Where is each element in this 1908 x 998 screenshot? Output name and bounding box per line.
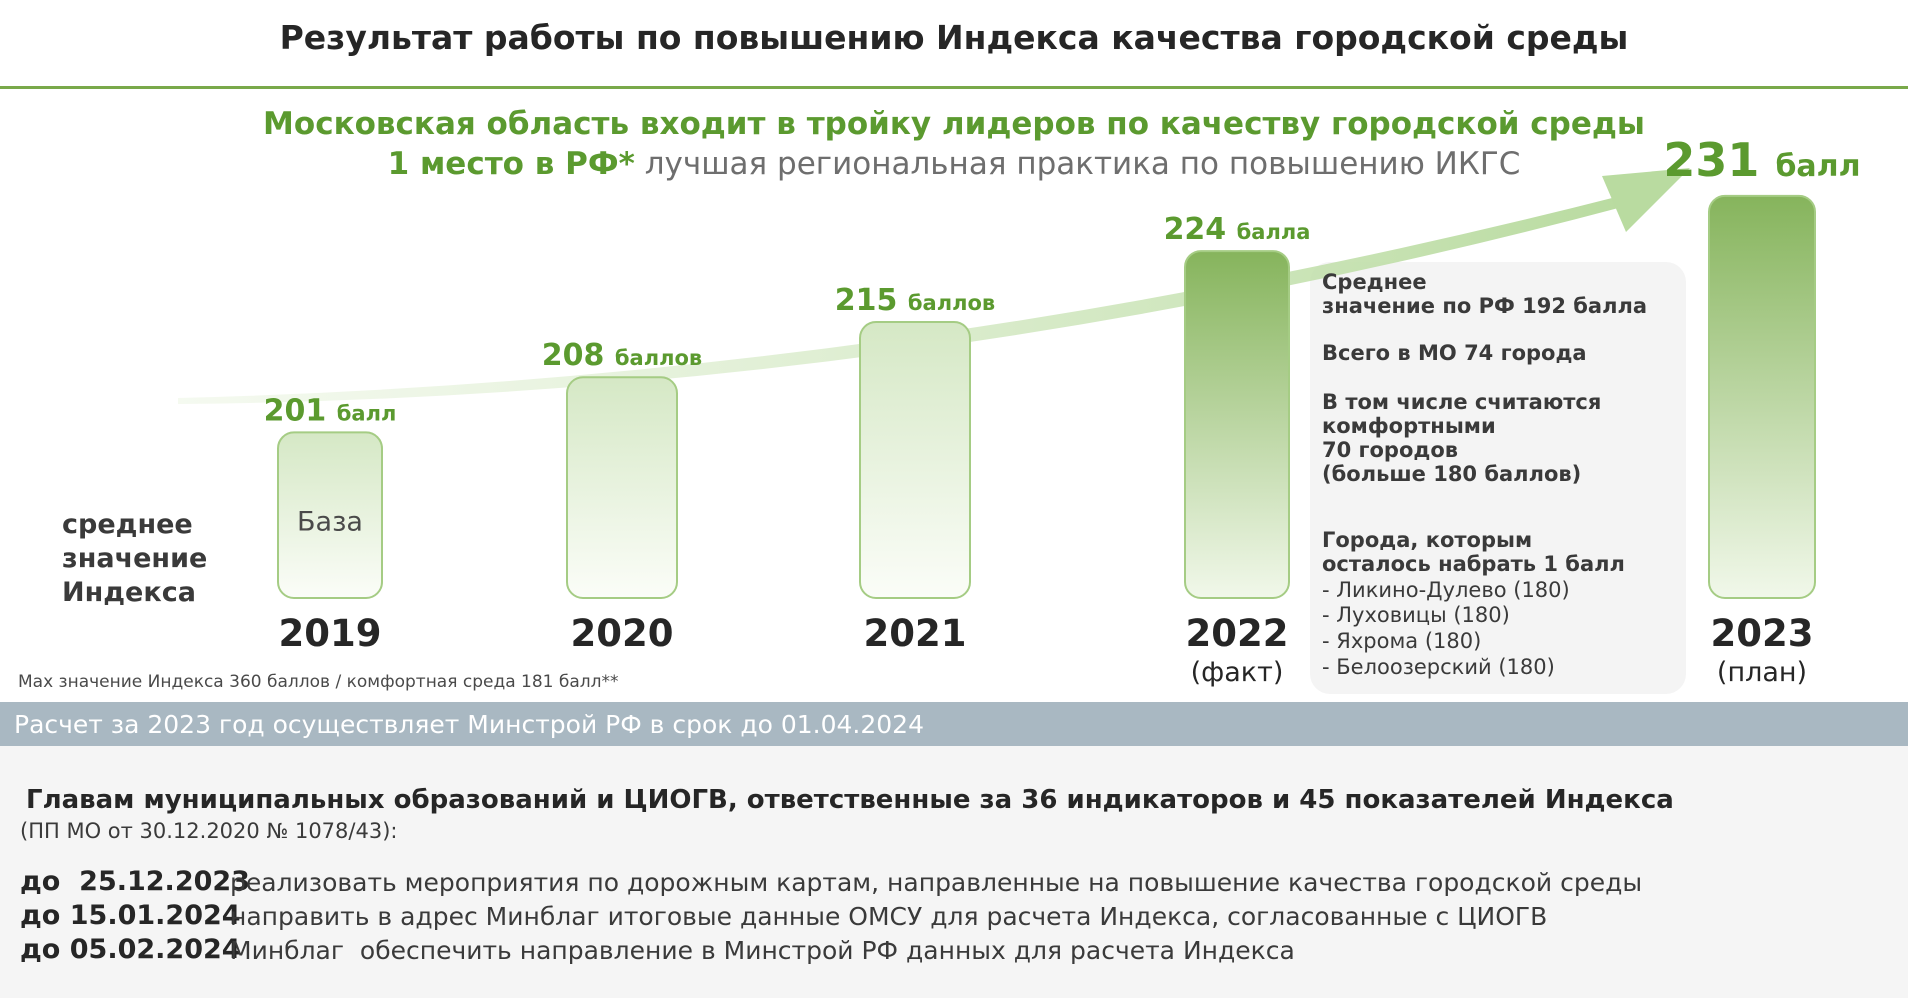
info-total-cities: Всего в МО 74 города	[1322, 341, 1587, 365]
x-tick-note: (факт)	[1191, 657, 1284, 688]
x-tick-label: 2021	[864, 612, 967, 655]
task-description: реализовать мероприятия по дорожным карт…	[230, 868, 1643, 897]
bar-inner-label: База	[297, 506, 363, 537]
bar-value-label: 201 балл	[264, 393, 397, 428]
tasks-section	[0, 746, 1908, 998]
bar-value-label: 208 баллов	[542, 338, 702, 373]
info-city-item: - Белоозерский (180)	[1322, 655, 1555, 679]
deadline-banner-text: Расчет за 2023 год осуществляет Минстрой…	[14, 710, 924, 739]
info-remaining-heading: Города, которым осталось набрать 1 балл	[1322, 528, 1625, 576]
average-index-label-line: среднее	[62, 509, 193, 540]
tasks-heading: Главам муниципальных образований и ЦИОГВ…	[26, 785, 1674, 815]
x-tick-label: 2019	[279, 612, 382, 655]
deadline-banner	[0, 702, 1908, 746]
task-deadline: до 15.01.2024	[20, 900, 241, 931]
bar-2021	[859, 321, 971, 599]
bar-value-label: 215 баллов	[835, 283, 995, 318]
index-bar-chart: 201 балл База 2019 208 баллов 2020 215 баллов…	[178, 133, 1861, 688]
info-average-rf: Среднее значение по РФ 192 балла	[1322, 270, 1648, 318]
task-deadline: до 05.02.2024	[20, 934, 241, 965]
subline: 1 место в РФ* лучшая региональная практи…	[0, 146, 1908, 182]
x-tick-label: 2023	[1711, 612, 1814, 655]
task-description: Минблаг обеспечить направление в Минстро…	[230, 936, 1295, 965]
tasks-subheading: (ПП МО от 30.12.2020 № 1078/43):	[20, 819, 398, 843]
task-description: направить в адрес Минблаг итоговые данны…	[230, 902, 1548, 931]
headline: Московская область входит в тройку лидер…	[263, 106, 1645, 142]
subline-text: лучшая региональная практика по повышени…	[634, 146, 1521, 182]
info-comfortable-cities: В том числе считаются комфортными 70 гор…	[1322, 390, 1602, 486]
average-index-label-line: значение	[62, 543, 208, 574]
average-index-label-line: Индекса	[62, 577, 196, 608]
subline-rank: 1 место в РФ*	[387, 146, 635, 182]
x-tick-note: (план)	[1717, 657, 1807, 688]
bar-value-label: 224 балла	[1164, 212, 1311, 247]
bar-2023	[1708, 194, 1816, 599]
page-title: Результат работы по повышению Индекса ка…	[279, 18, 1629, 57]
info-city-item: - Луховицы (180)	[1322, 603, 1510, 627]
max-index-note: Max значение Индекса 360 баллов / комфор…	[18, 672, 619, 692]
x-tick-label: 2022	[1186, 612, 1289, 655]
info-city-item: - Ликино-Дулево (180)	[1322, 578, 1570, 602]
bar-value-label: 231 балл	[1663, 133, 1860, 187]
bar-2022	[1184, 250, 1290, 599]
bar-2020	[566, 376, 678, 599]
task-deadline: до 25.12.2023	[20, 866, 250, 897]
bar-2019	[277, 431, 383, 599]
average-index-label: среднее значение Индекса	[62, 508, 207, 610]
trend-arrow-head	[1602, 168, 1690, 232]
info-city-item: - Яхрома (180)	[1322, 629, 1482, 653]
x-tick-label: 2020	[571, 612, 674, 655]
info-panel	[1310, 262, 1686, 694]
title-divider	[0, 86, 1908, 89]
